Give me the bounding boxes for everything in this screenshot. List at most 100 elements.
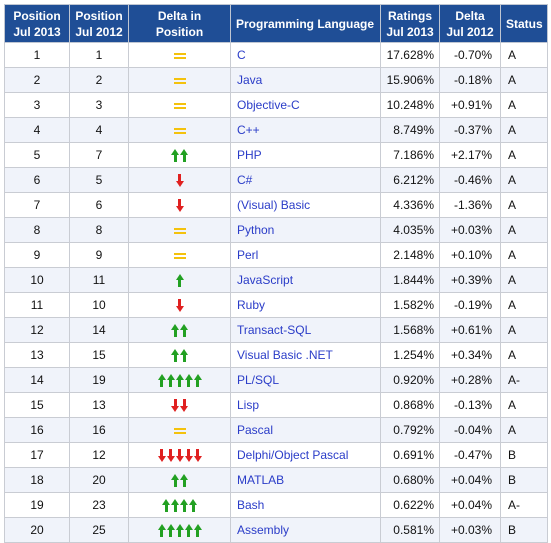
rating-cell: 0.622% xyxy=(380,492,440,518)
language-link[interactable]: Pascal xyxy=(237,423,274,437)
language-link[interactable]: Java xyxy=(237,73,263,87)
arrow-up-icon xyxy=(175,374,184,388)
language-link[interactable]: C# xyxy=(237,173,253,187)
arrow-down-icon xyxy=(180,399,188,413)
up-arrows-group xyxy=(162,499,197,513)
language-link[interactable]: (Visual) Basic xyxy=(237,198,311,212)
arrow-up-icon xyxy=(171,324,179,338)
header-language: Programming Language xyxy=(230,4,381,43)
table-row: 14 19 PL/SQL 0.920% +0.28% A- xyxy=(4,367,548,393)
arrow-down-icon xyxy=(171,399,179,413)
language-link[interactable]: Lisp xyxy=(237,398,260,412)
rating-cell: 17.628% xyxy=(380,42,440,68)
rating-cell: 1.582% xyxy=(380,292,440,318)
rating-cell: 15.906% xyxy=(380,67,440,93)
delta-rating-cell: +0.39% xyxy=(439,267,501,293)
language-link[interactable]: C++ xyxy=(237,123,260,137)
delta-position-cell xyxy=(128,192,231,218)
position-2013: 6 xyxy=(4,167,70,193)
status-cell: A- xyxy=(500,492,548,518)
delta-position-cell xyxy=(128,92,231,118)
table-row: 3 3 Objective-C 10.248% +0.91% A xyxy=(4,92,548,118)
arrow-up-icon xyxy=(171,149,179,163)
position-2013: 7 xyxy=(4,192,70,218)
delta-rating-cell: +2.17% xyxy=(439,142,501,168)
arrow-up-icon xyxy=(175,274,184,288)
position-2013: 8 xyxy=(4,217,70,243)
position-2012: 4 xyxy=(69,117,129,143)
table-row: 2 2 Java 15.906% -0.18% A xyxy=(4,67,548,93)
language-link[interactable]: Objective-C xyxy=(237,98,300,112)
up-arrows-group xyxy=(171,149,188,163)
language-link[interactable]: Delphi/Object Pascal xyxy=(237,448,349,462)
position-2012: 8 xyxy=(69,217,129,243)
language-link[interactable]: JavaScript xyxy=(237,273,294,287)
arrow-down-icon xyxy=(193,449,202,463)
table-row: 6 5 C# 6.212% -0.46% A xyxy=(4,167,548,193)
header-ratings: Ratings Jul 2013 xyxy=(380,4,440,43)
language-link[interactable]: Bash xyxy=(237,498,265,512)
equal-icon xyxy=(173,252,186,259)
language-ranking-table: Position Jul 2013 Position Jul 2012 Delta … xyxy=(4,4,548,543)
language-cell: Perl xyxy=(230,242,381,268)
equal-icon xyxy=(173,127,186,134)
table-row: 15 13 Lisp 0.868% -0.13% A xyxy=(4,392,548,418)
arrow-down-icon xyxy=(157,449,166,463)
language-link[interactable]: PHP xyxy=(237,148,262,162)
position-2012: 13 xyxy=(69,392,129,418)
delta-rating-cell: +0.04% xyxy=(439,467,501,493)
position-2012: 9 xyxy=(69,242,129,268)
position-2013: 13 xyxy=(4,342,70,368)
arrow-down-icon xyxy=(175,299,184,313)
delta-position-cell xyxy=(128,117,231,143)
arrow-down-icon xyxy=(175,174,184,188)
table-row: 8 8 Python 4.035% +0.03% A xyxy=(4,217,548,243)
language-link[interactable]: Assembly xyxy=(237,523,290,537)
status-cell: A xyxy=(500,317,548,343)
language-link[interactable]: MATLAB xyxy=(237,473,285,487)
position-2012: 6 xyxy=(69,192,129,218)
delta-rating-cell: -0.70% xyxy=(439,42,501,68)
delta-position-cell xyxy=(128,142,231,168)
status-cell: B xyxy=(500,442,548,468)
language-cell: Visual Basic .NET xyxy=(230,342,381,368)
position-2012: 3 xyxy=(69,92,129,118)
status-cell: A xyxy=(500,392,548,418)
status-cell: A xyxy=(500,417,548,443)
position-2012: 1 xyxy=(69,42,129,68)
delta-position-cell xyxy=(128,517,231,543)
language-link[interactable]: Perl xyxy=(237,248,259,262)
language-link[interactable]: Transact-SQL xyxy=(237,323,312,337)
position-2012: 25 xyxy=(69,517,129,543)
table-row: 4 4 C++ 8.749% -0.37% A xyxy=(4,117,548,143)
language-cell: C# xyxy=(230,167,381,193)
delta-rating-cell: +0.04% xyxy=(439,492,501,518)
position-2013: 20 xyxy=(4,517,70,543)
position-2013: 12 xyxy=(4,317,70,343)
language-cell: MATLAB xyxy=(230,467,381,493)
language-link[interactable]: PL/SQL xyxy=(237,373,280,387)
position-2013: 19 xyxy=(4,492,70,518)
rating-cell: 1.844% xyxy=(380,267,440,293)
rating-cell: 6.212% xyxy=(380,167,440,193)
table-row: 5 7 PHP 7.186% +2.17% A xyxy=(4,142,548,168)
language-link[interactable]: Ruby xyxy=(237,298,266,312)
language-link[interactable]: Python xyxy=(237,223,275,237)
down-arrows-group xyxy=(171,399,188,413)
delta-rating-cell: +0.34% xyxy=(439,342,501,368)
table-row: 11 10 Ruby 1.582% -0.19% A xyxy=(4,292,548,318)
position-2013: 2 xyxy=(4,67,70,93)
position-2012: 16 xyxy=(69,417,129,443)
arrow-up-icon xyxy=(166,374,175,388)
language-link[interactable]: C xyxy=(237,48,246,62)
equal-icon xyxy=(173,102,186,109)
delta-position-cell xyxy=(128,392,231,418)
table-row: 17 12 Delphi/Object Pascal 0.691% -0.47% B xyxy=(4,442,548,468)
header-position-2013: Position Jul 2013 xyxy=(4,4,70,43)
language-link[interactable]: Visual Basic .NET xyxy=(237,348,333,362)
status-cell: A xyxy=(500,342,548,368)
up-arrows-group xyxy=(171,474,188,488)
arrow-up-icon xyxy=(180,474,188,488)
rating-cell: 0.920% xyxy=(380,367,440,393)
table-row: 1 1 C 17.628% -0.70% A xyxy=(4,42,548,68)
